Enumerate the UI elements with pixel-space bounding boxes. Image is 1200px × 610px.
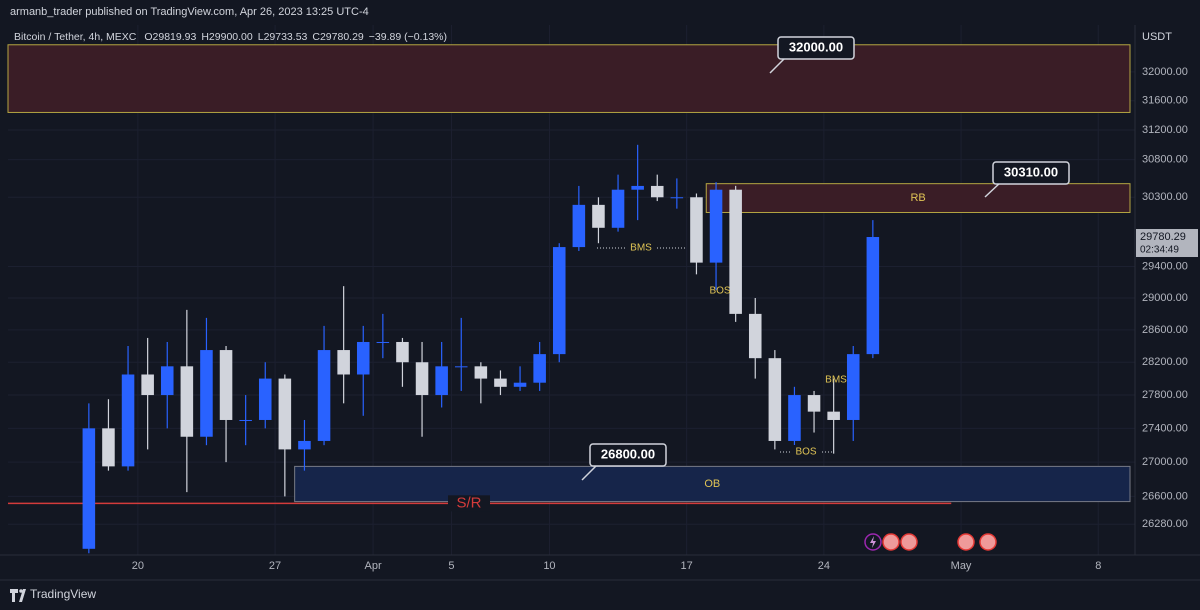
y-tick-label: 31200.00 bbox=[1142, 124, 1188, 136]
callout-box bbox=[589, 443, 667, 467]
tradingview-logo bbox=[10, 589, 26, 602]
candle-body bbox=[396, 341, 409, 363]
annotation-bg bbox=[792, 445, 820, 459]
candle-body bbox=[102, 428, 115, 467]
x-tick-label: May bbox=[951, 560, 972, 572]
x-tick-label: 24 bbox=[818, 560, 830, 572]
candle-body bbox=[729, 189, 742, 314]
x-tick-label: 17 bbox=[681, 560, 693, 572]
last-price-bg bbox=[1136, 229, 1198, 258]
candle-body bbox=[846, 354, 860, 420]
candle-body bbox=[788, 395, 801, 441]
candle-body bbox=[337, 350, 350, 375]
candle-body bbox=[141, 374, 154, 396]
candle-body bbox=[709, 189, 723, 263]
callout-text: 32000.00 bbox=[789, 39, 843, 54]
legend-item: O29819.93 bbox=[144, 31, 196, 43]
legend-item: L29733.53 bbox=[258, 31, 308, 43]
last-price: 29780.29 bbox=[1140, 231, 1186, 243]
candle-body bbox=[592, 204, 605, 228]
annotation: BOS bbox=[709, 286, 730, 297]
y-tick-label: 26600.00 bbox=[1142, 490, 1188, 502]
callout-box bbox=[777, 36, 855, 60]
candle-body bbox=[219, 350, 233, 420]
candle-body bbox=[160, 366, 174, 396]
annotation: BMS bbox=[630, 243, 652, 254]
candle-body bbox=[572, 204, 586, 248]
zone-label: OB bbox=[704, 478, 720, 490]
zone bbox=[705, 183, 1131, 213]
countdown: 02:34:49 bbox=[1140, 245, 1179, 256]
x-tick-label: 20 bbox=[132, 560, 144, 572]
legend-item: −39.89 (−0.13%) bbox=[369, 31, 447, 43]
annotation: BOS bbox=[795, 447, 816, 458]
candle-body bbox=[513, 382, 527, 387]
candle-body bbox=[611, 189, 625, 228]
candle-body bbox=[533, 354, 546, 383]
candle-body bbox=[670, 197, 684, 199]
candle-body bbox=[748, 313, 762, 359]
legend-item: Bitcoin / Tether, 4h, MEXC bbox=[14, 31, 137, 43]
candle-body bbox=[631, 185, 644, 190]
legend-item: C29780.29 bbox=[312, 31, 364, 43]
zone-label: RB bbox=[910, 192, 925, 204]
candle-body bbox=[180, 366, 194, 437]
y-tick-label: 27400.00 bbox=[1142, 422, 1188, 434]
candle-body bbox=[356, 341, 370, 375]
candle-body bbox=[258, 378, 272, 420]
candle-body bbox=[807, 395, 821, 412]
candle-body bbox=[317, 350, 331, 441]
x-tick-label: Apr bbox=[364, 560, 381, 572]
y-tick-label: 27000.00 bbox=[1142, 456, 1188, 468]
candle-body bbox=[200, 350, 213, 437]
sr-label: S/R bbox=[456, 494, 481, 511]
x-tick-label: 8 bbox=[1095, 560, 1101, 572]
candle-body bbox=[768, 358, 782, 441]
candle-body bbox=[650, 185, 664, 198]
annotation: BMS bbox=[825, 375, 847, 386]
candle-body bbox=[552, 247, 566, 355]
y-tick-label: 26280.00 bbox=[1142, 518, 1188, 530]
candle-body bbox=[474, 366, 488, 379]
y-unit: USDT bbox=[1142, 31, 1172, 43]
candle-body bbox=[82, 428, 96, 549]
x-tick-label: 5 bbox=[448, 560, 454, 572]
zone bbox=[7, 44, 1131, 113]
y-tick-label: 28200.00 bbox=[1142, 356, 1188, 368]
candle-body bbox=[415, 362, 429, 396]
y-tick-label: 29000.00 bbox=[1142, 292, 1188, 304]
candle-body bbox=[866, 237, 880, 355]
zone bbox=[294, 465, 1131, 503]
callout-text: 30310.00 bbox=[1004, 164, 1058, 179]
y-tick-label: 29400.00 bbox=[1142, 260, 1188, 272]
sr-label-bg bbox=[448, 495, 490, 512]
candle-body bbox=[121, 374, 135, 467]
candle-body bbox=[278, 378, 292, 450]
candle-body bbox=[376, 341, 390, 343]
candle-body bbox=[435, 366, 448, 396]
candle-body bbox=[454, 366, 468, 368]
event-icons bbox=[864, 533, 997, 551]
candle-body bbox=[827, 411, 840, 420]
y-tick-label: 27800.00 bbox=[1142, 389, 1188, 401]
callout-box bbox=[992, 161, 1070, 185]
legend-item: H29900.00 bbox=[201, 31, 253, 43]
y-tick-label: 30800.00 bbox=[1142, 154, 1188, 166]
y-tick-label: 28600.00 bbox=[1142, 324, 1188, 336]
callout-text: 26800.00 bbox=[601, 446, 655, 461]
y-tick-label: 30300.00 bbox=[1142, 191, 1188, 203]
candle-body bbox=[239, 419, 252, 421]
plot-area bbox=[7, 25, 1135, 555]
x-tick-label: 10 bbox=[543, 560, 555, 572]
candle-body bbox=[298, 440, 311, 450]
y-tick-label: 32000.00 bbox=[1142, 66, 1188, 78]
brand: TradingView bbox=[30, 587, 96, 601]
candle-body bbox=[494, 378, 507, 387]
candle-body bbox=[690, 197, 703, 263]
header-title: armanb_trader published on TradingView.c… bbox=[10, 6, 369, 18]
x-tick-label: 27 bbox=[269, 560, 281, 572]
annotation-bg bbox=[627, 241, 655, 255]
y-tick-label: 31600.00 bbox=[1142, 95, 1188, 107]
